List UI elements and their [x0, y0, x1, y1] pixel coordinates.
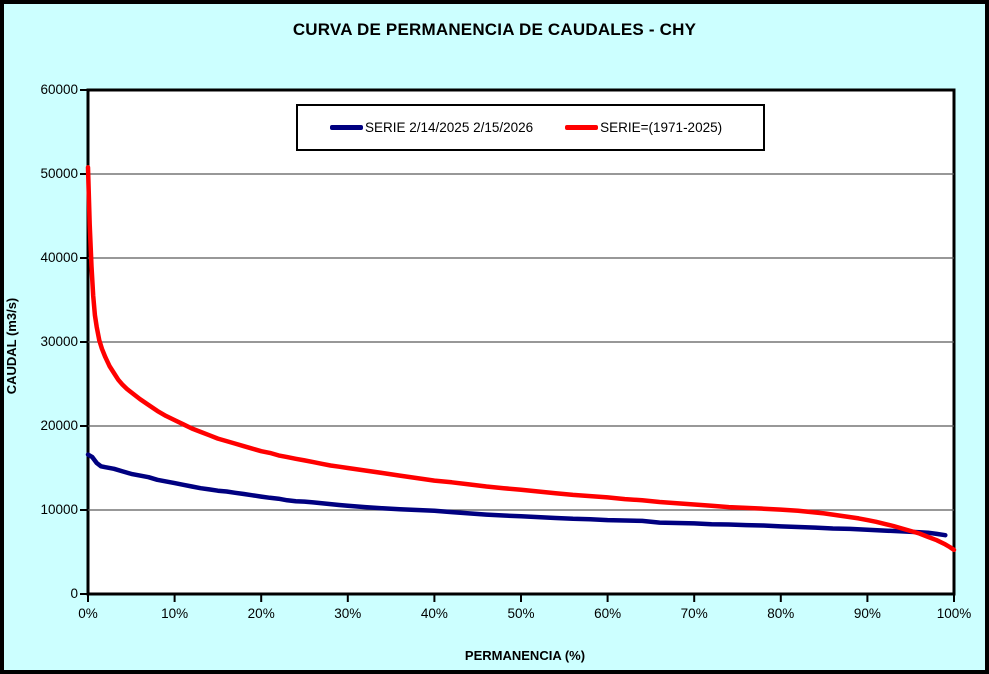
x-tick-label: 60%: [594, 606, 622, 621]
y-tick-label: 40000: [40, 250, 78, 265]
y-tick-label: 20000: [40, 418, 78, 433]
x-tick-label: 70%: [680, 606, 708, 621]
legend-line-sample-blue: [330, 125, 363, 130]
x-tick-label: 0%: [78, 606, 98, 621]
x-tick-label: 80%: [767, 606, 795, 621]
x-tick-label: 100%: [936, 606, 972, 621]
legend-line-sample-red: [565, 125, 599, 130]
series-line-blue: [85, 452, 948, 538]
x-tick-label: 20%: [247, 606, 275, 621]
legend-item-serie-1971-2025: SERIE=(1971-2025): [565, 120, 722, 135]
y-tick-label: 30000: [40, 334, 78, 349]
y-tick-label: 50000: [40, 166, 78, 181]
y-tick-label: 0: [70, 586, 78, 601]
legend-label: SERIE=(1971-2025): [600, 120, 723, 135]
plot-area: [80, 88, 957, 602]
chart-title: CURVA DE PERMANENCIA DE CAUDALES - CHY: [292, 20, 697, 39]
x-tick-label: 30%: [334, 606, 362, 621]
x-tick-label: 90%: [853, 606, 881, 621]
legend: SERIE 2/14/2025 2/15/2026 SERIE=(1971-20…: [296, 104, 765, 151]
y-tick-label: 60000: [40, 82, 78, 97]
series-line-red: [85, 165, 957, 553]
x-tick-label: 50%: [507, 606, 535, 621]
legend-item-serie-2025: SERIE 2/14/2025 2/15/2026: [330, 120, 533, 135]
y-tick-label: 10000: [40, 502, 78, 517]
x-tick-label: 10%: [161, 606, 189, 621]
x-tick-label: 40%: [420, 606, 448, 621]
x-axis-title: PERMANENCIA (%): [464, 648, 586, 663]
legend-label: SERIE 2/14/2025 2/15/2026: [365, 120, 534, 135]
